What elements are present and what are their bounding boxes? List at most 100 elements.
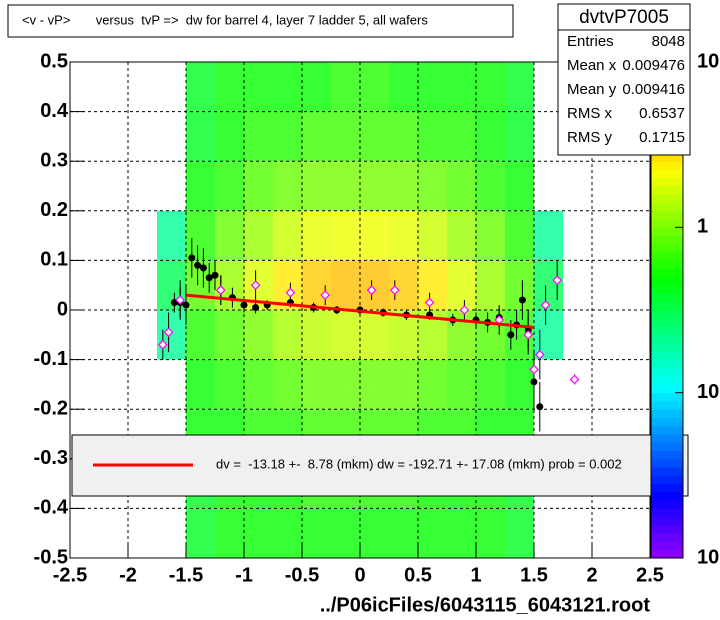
palette-step <box>651 186 683 195</box>
palette-step <box>651 293 683 303</box>
point <box>211 271 219 279</box>
heatmap-cell <box>389 111 418 162</box>
heatmap-cell <box>360 210 389 261</box>
palette-step <box>651 442 683 452</box>
palette-step <box>651 367 683 377</box>
heatmap-cell <box>215 508 244 558</box>
point <box>540 300 551 310</box>
point <box>569 374 580 385</box>
heatmap-cell <box>505 111 534 162</box>
heatmap-cell <box>302 210 331 261</box>
palette-step <box>651 227 683 237</box>
x-tick-label: -1 <box>235 564 253 586</box>
x-axis-title: ../P06icFiles/6043115_6043121.root <box>320 594 651 616</box>
heatmap-cell <box>447 111 476 162</box>
point <box>163 327 174 338</box>
palette-step <box>651 194 683 204</box>
palette-step <box>651 276 683 286</box>
heatmap-cell <box>244 111 273 162</box>
point <box>389 285 400 296</box>
heatmap-cell <box>418 359 447 410</box>
heatmap-cell <box>447 359 476 410</box>
heatmap-cell <box>302 111 331 162</box>
y-tick-label: 0 <box>57 298 68 320</box>
palette-step <box>651 210 683 220</box>
heatmap-cell <box>476 111 505 162</box>
palette-step <box>651 310 683 319</box>
point <box>188 254 196 262</box>
point <box>552 275 563 286</box>
palette-step <box>651 458 683 468</box>
point <box>507 331 515 339</box>
heatmap-cell <box>418 161 447 211</box>
heatmap-cell <box>534 260 563 310</box>
heatmap-cell <box>273 161 302 211</box>
heatmap-cell <box>418 62 447 112</box>
heatmap-cell <box>331 310 360 360</box>
heatmap-cell <box>360 111 389 162</box>
x-tick-label: -0.5 <box>285 564 319 586</box>
heatmap-cell <box>215 161 244 211</box>
heatmap-cell <box>186 210 215 261</box>
palette-step <box>651 243 683 253</box>
stats-label: Entries <box>567 33 614 50</box>
stats-value: 0.6537 <box>639 105 685 122</box>
heatmap-cell <box>476 210 505 261</box>
point <box>252 304 260 312</box>
palette-step <box>651 260 683 270</box>
heatmap-cell <box>273 111 302 162</box>
palette-step <box>651 483 683 493</box>
heatmap-cell <box>389 310 418 360</box>
heatmap-cell <box>273 310 302 360</box>
heatmap-cell <box>389 161 418 211</box>
heatmap-cell <box>447 260 476 310</box>
palette-step <box>651 533 683 542</box>
stats-title: dvtvP7005 <box>579 7 669 28</box>
heatmap-cell <box>360 310 389 360</box>
x-tick-label: -2 <box>119 564 137 586</box>
stats-box <box>557 3 691 156</box>
heatmap-cell <box>244 161 273 211</box>
palette-step <box>651 409 683 418</box>
point <box>523 329 534 340</box>
heatmap-cell <box>302 62 331 112</box>
heatmap-cell <box>215 359 244 410</box>
stats-value: 0.009476 <box>622 57 685 74</box>
heatmap-cell <box>244 62 273 112</box>
point <box>194 261 202 269</box>
heatmap-cell <box>244 310 273 360</box>
y-tick-label: 0.3 <box>40 149 68 171</box>
point <box>518 296 526 304</box>
heatmap-cell <box>273 359 302 410</box>
heatmap-cell <box>389 508 418 558</box>
palette-step <box>651 334 683 344</box>
heatmap-cell <box>505 359 534 410</box>
heatmap-cell <box>389 62 418 112</box>
heatmap-cell <box>273 62 302 112</box>
heatmap-cell <box>505 210 534 261</box>
heatmap-cell <box>360 161 389 211</box>
x-tick-label: 0 <box>354 564 365 586</box>
y-tick-label: -0.5 <box>34 546 68 568</box>
palette-step <box>651 549 683 559</box>
x-tick-label: 1 <box>470 564 481 586</box>
heatmap-cell <box>331 260 360 310</box>
heatmap-cell <box>331 111 360 162</box>
heatmap-cell <box>331 210 360 261</box>
palette-step <box>651 392 683 402</box>
heatmap-cell <box>273 210 302 261</box>
heatmap-cell <box>418 210 447 261</box>
stats-value: 8048 <box>652 33 685 50</box>
heatmap-cell <box>302 508 331 558</box>
y-tick-label: -0.2 <box>34 397 68 419</box>
heatmap-cell <box>215 310 244 360</box>
palette-step <box>651 169 683 179</box>
palette-step <box>651 524 683 534</box>
heatmap-cell <box>447 210 476 261</box>
palette-step <box>651 500 683 509</box>
z-tick-label: 10 <box>697 50 719 72</box>
point <box>250 280 261 291</box>
chart-title: <v - vP> versus tvP => dw for barrel 4, … <box>22 12 428 27</box>
heatmap-cell <box>476 359 505 410</box>
plot-border <box>69 61 651 559</box>
